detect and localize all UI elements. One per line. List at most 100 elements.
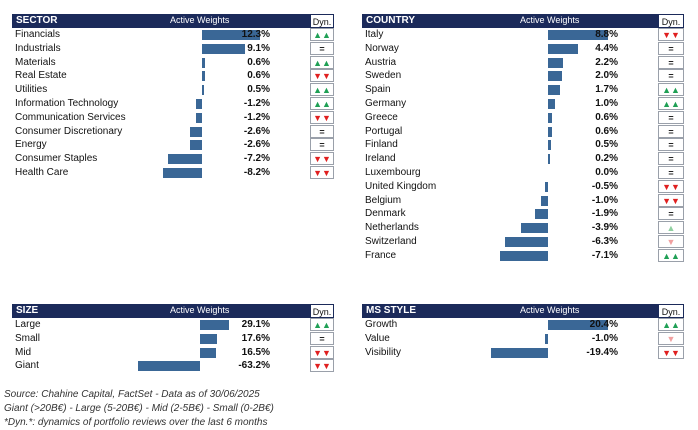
row-label: United Kingdom xyxy=(365,180,437,192)
weight-bar xyxy=(548,57,563,68)
weight-value: -2.6% xyxy=(243,139,270,151)
row-label: Switzerland xyxy=(365,235,417,247)
equal-icon: = xyxy=(310,138,334,152)
weight-value: -1.9% xyxy=(591,208,618,220)
active-weights-header: Active Weights xyxy=(520,305,580,315)
up-arrow-icon: ▲ xyxy=(658,221,684,235)
weight-bar xyxy=(167,154,202,165)
row-label: Italy xyxy=(365,29,384,40)
table-row: Energy -2.6% = xyxy=(12,138,334,152)
double-down-arrow-icon: ▼▼ xyxy=(310,110,334,124)
weight-value: 12.3% xyxy=(241,29,270,40)
table-row: Norway 4.4% = xyxy=(362,41,684,56)
weight-value: 0.0% xyxy=(595,166,618,178)
equal-icon: = xyxy=(310,41,334,55)
double-down-arrow-icon: ▼▼ xyxy=(658,28,684,41)
weight-bar xyxy=(163,167,202,178)
footnote-source: Source: Chahine Capital, FactSet - Data … xyxy=(4,389,260,400)
panel-header: COUNTRY Active Weights Dyn. xyxy=(362,14,684,28)
row-label: Communication Services xyxy=(15,111,126,123)
weight-bar xyxy=(505,236,548,247)
table-row: Netherlands -3.9% ▲ xyxy=(362,221,684,235)
row-label: Austria xyxy=(365,56,397,68)
weight-value: 0.2% xyxy=(595,153,618,165)
row-label: Sweden xyxy=(365,70,402,82)
row-label: Spain xyxy=(365,84,391,96)
row-label: Greece xyxy=(365,111,398,123)
weight-value: -7.1% xyxy=(591,249,618,261)
panel-title: MS STYLE xyxy=(366,305,417,316)
weight-bar xyxy=(200,347,217,358)
weight-value: 29.1% xyxy=(241,319,270,330)
double-down-arrow-icon: ▼▼ xyxy=(310,359,334,373)
weight-bar xyxy=(545,333,548,344)
ms-style-panel: MS STYLE Active Weights Dyn. Growth 20.4% ▲▲ V… xyxy=(362,304,684,359)
panel-header: SIZE Active Weights Dyn. xyxy=(12,304,334,318)
dyn-header: Dyn. xyxy=(310,304,334,318)
row-label: Energy xyxy=(15,139,47,151)
panel-title: COUNTRY xyxy=(366,15,416,26)
panel-header: SECTOR Active Weights Dyn. xyxy=(12,14,334,28)
weight-value: 16.5% xyxy=(241,346,270,358)
row-label: France xyxy=(365,249,397,261)
table-row: France -7.1% ▲▲ xyxy=(362,248,684,263)
weight-value: 0.6% xyxy=(595,111,618,123)
weight-bar xyxy=(548,85,560,96)
weight-value: 1.0% xyxy=(595,97,618,109)
row-label: Materials xyxy=(15,56,56,68)
down-arrow-icon: ▼ xyxy=(658,234,684,248)
equal-icon: = xyxy=(658,69,684,83)
footnote-sizes: Giant (>20B€) - Large (5-20B€) - Mid (2-… xyxy=(4,403,274,414)
weight-bar xyxy=(200,333,218,344)
weight-value: 2.2% xyxy=(595,56,618,68)
weight-value: -3.9% xyxy=(591,222,618,234)
double-down-arrow-icon: ▼▼ xyxy=(658,179,684,193)
table-row: Health Care -8.2% ▼▼ xyxy=(12,165,334,180)
weight-value: 0.5% xyxy=(247,84,270,96)
table-row: Austria 2.2% = xyxy=(362,55,684,70)
weight-value: 17.6% xyxy=(241,332,270,344)
row-label: Financials xyxy=(15,29,61,40)
table-row: United Kingdom -0.5% ▼▼ xyxy=(362,179,684,194)
equal-icon: = xyxy=(658,165,684,179)
row-label: Belgium xyxy=(365,194,402,206)
table-row: Greece 0.6% = xyxy=(362,110,684,125)
weight-bar xyxy=(548,71,562,82)
equal-icon: = xyxy=(658,55,684,69)
table-row: Switzerland -6.3% ▼ xyxy=(362,234,684,249)
country-panel: COUNTRY Active Weights Dyn. Italy 8.8% ▼▼ Norw… xyxy=(362,14,684,263)
table-row: Mid 16.5% ▼▼ xyxy=(12,345,334,360)
table-row: Industrials 9.1% = xyxy=(12,41,334,56)
weight-value: 0.5% xyxy=(595,139,618,151)
table-row: Consumer Staples -7.2% ▼▼ xyxy=(12,152,334,166)
row-label: Germany xyxy=(365,97,407,109)
table-row: Portugal 0.6% = xyxy=(362,124,684,139)
row-label: Visibility xyxy=(365,346,401,358)
weight-value: 0.6% xyxy=(247,56,270,68)
equal-icon: = xyxy=(658,110,684,124)
equal-icon: = xyxy=(658,152,684,166)
double-down-arrow-icon: ▼▼ xyxy=(310,69,334,83)
row-label: Information Technology xyxy=(15,97,119,109)
table-row: Financials 12.3% ▲▲ xyxy=(12,28,334,42)
weight-bar xyxy=(544,181,548,192)
active-weights-header: Active Weights xyxy=(520,15,580,25)
weight-bar xyxy=(535,209,548,220)
weight-value: 9.1% xyxy=(247,42,270,54)
table-row: Finland 0.5% = xyxy=(362,138,684,152)
down-arrow-icon: ▼ xyxy=(658,331,684,345)
weight-bar xyxy=(548,112,553,123)
table-row: Luxembourg 0.0% = xyxy=(362,165,684,180)
dyn-header: Dyn. xyxy=(310,14,334,28)
row-label: Ireland xyxy=(365,153,396,165)
equal-icon: = xyxy=(658,41,684,55)
double-up-arrow-icon: ▲▲ xyxy=(310,55,334,69)
weight-value: -19.4% xyxy=(586,346,618,358)
row-label: Growth xyxy=(365,319,398,330)
table-row: Real Estate 0.6% ▼▼ xyxy=(12,69,334,83)
equal-icon: = xyxy=(658,207,684,221)
table-row: Denmark -1.9% = xyxy=(362,207,684,221)
weight-value: -0.5% xyxy=(591,180,618,192)
equal-icon: = xyxy=(658,138,684,152)
weight-value: -1.2% xyxy=(243,97,270,109)
